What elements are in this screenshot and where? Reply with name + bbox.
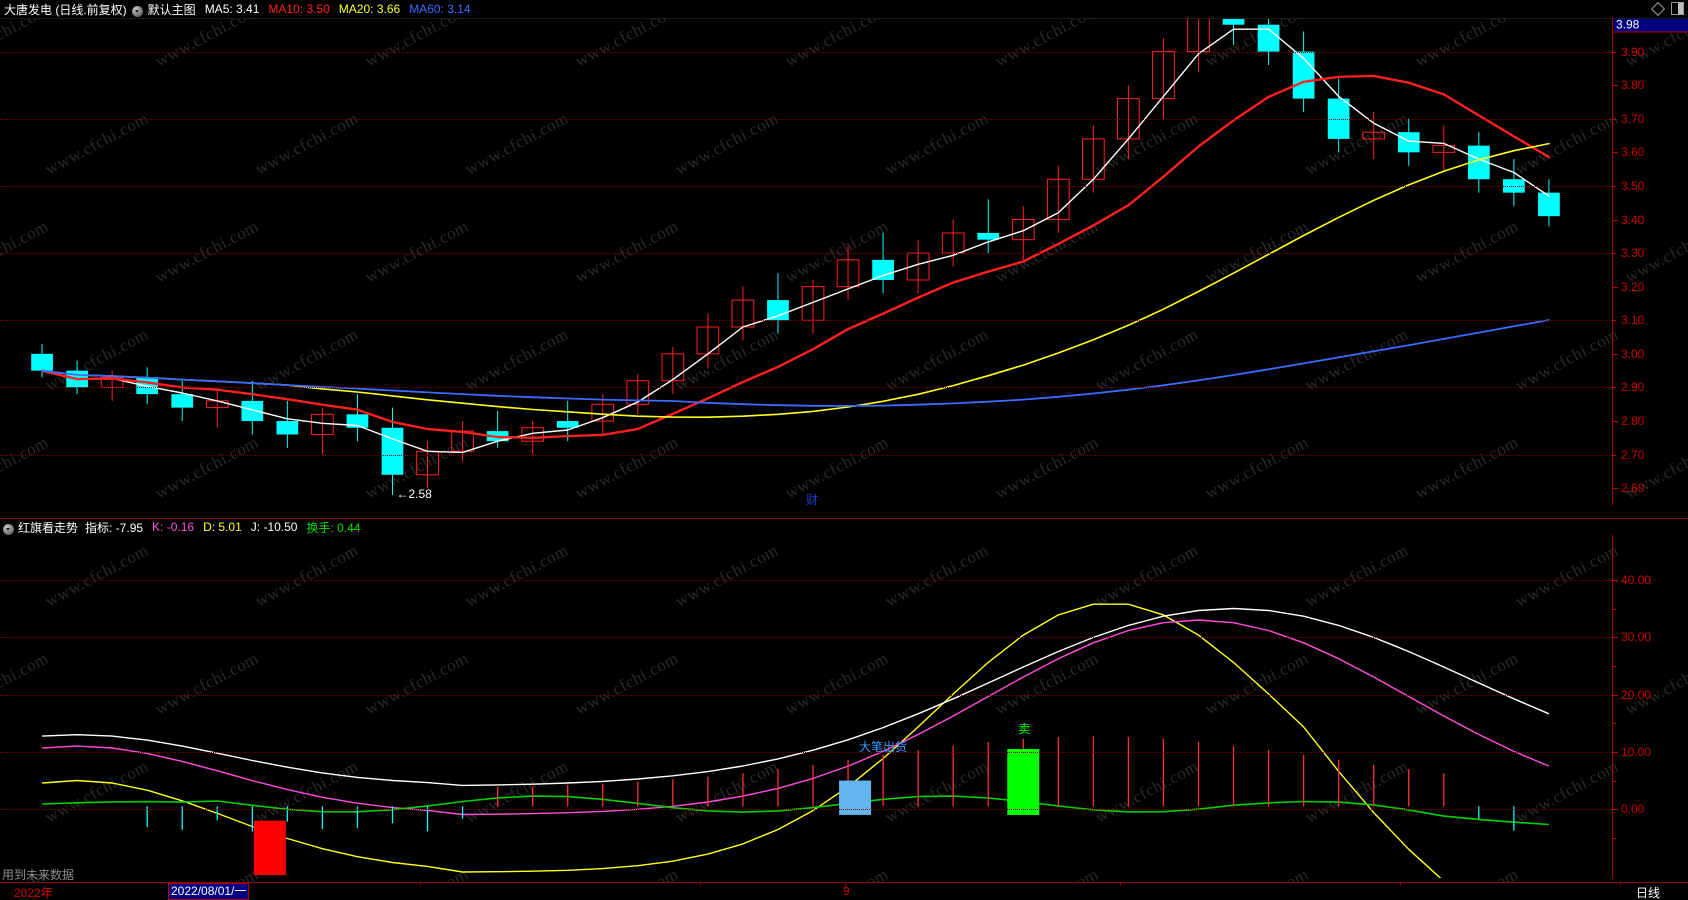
price-gridline xyxy=(0,454,1612,456)
price-axis-tick: 3.00 xyxy=(1612,346,1645,361)
period-label[interactable]: 日线 xyxy=(1635,886,1660,900)
price-axis-tick: 3.50 xyxy=(1612,178,1645,193)
chevron-down-icon[interactable] xyxy=(131,5,143,17)
price-axis-tick: 2.90 xyxy=(1612,380,1645,395)
low-price-value: 2.58 xyxy=(408,486,432,501)
indicator-j-value: J: -10.50 xyxy=(250,520,298,534)
price-axis-tick: 3.80 xyxy=(1612,78,1645,93)
center-watermark-glyph: 财 xyxy=(806,493,819,505)
price-axis-tick: 3.40 xyxy=(1612,212,1645,227)
date-axis-tick xyxy=(845,883,846,886)
price-axis-tick: 3.70 xyxy=(1612,111,1645,126)
date-axis-bar[interactable]: 2022年 2022/08/01/一 9 日线 xyxy=(0,882,1688,900)
ma5-value: 3.41 xyxy=(236,2,260,16)
indicator-gridline xyxy=(0,637,1612,639)
chart-preset-label[interactable]: 默认主图 xyxy=(147,2,196,17)
indicator-name[interactable]: 红旗看走势 xyxy=(18,520,79,535)
price-axis-tick: 3.60 xyxy=(1612,145,1645,160)
ma20-value: 3.66 xyxy=(376,2,401,16)
date-axis-tick xyxy=(1620,883,1621,886)
date-mid-label: 9 xyxy=(843,884,850,898)
indicator-axis-tick: 20.00 xyxy=(1612,687,1652,702)
price-axis-tick: 3.20 xyxy=(1612,279,1645,294)
sell-marker-label: 卖 xyxy=(1018,722,1031,737)
indicator-plot-area[interactable]: 大笔出货 卖 xyxy=(0,534,1612,878)
price-axis-tick: 2.80 xyxy=(1612,414,1645,429)
price-axis-tick: 3.10 xyxy=(1612,313,1645,328)
indicator-turnover-value: 换手: 0.44 xyxy=(306,520,361,535)
price-candles-svg xyxy=(31,18,1560,495)
indicator-header: 红旗看走势 指标: -7.95 K: -0.16 D: 5.01 J: -10.… xyxy=(0,518,1688,535)
date-axis-tick xyxy=(1120,883,1121,886)
price-panel[interactable]: ←4.09 ←2.58 财 3.983.903.803.703.603.503.… xyxy=(0,17,1688,505)
ma5-readout: MA5: 3.41 xyxy=(205,2,260,16)
indicator-value: 指标: -7.95 xyxy=(85,520,144,535)
indicator-axis-tick: 10.00 xyxy=(1612,744,1652,759)
split-pane-icon[interactable] xyxy=(1671,2,1684,15)
green-volume-block xyxy=(1007,749,1040,815)
ma20-readout: MA20: 3.66 xyxy=(339,2,400,16)
indicator-axis-tick: 40.00 xyxy=(1612,572,1652,587)
ma60-value: 3.14 xyxy=(447,2,471,16)
date-axis-tick xyxy=(420,883,421,886)
price-axis-tick: 2.70 xyxy=(1612,447,1645,462)
date-axis-tick xyxy=(700,883,701,886)
low-arrow-icon: ← xyxy=(396,486,409,501)
indicator-d-line xyxy=(42,607,1550,787)
ma20-line xyxy=(41,142,1550,418)
price-axis-tick: 2.60 xyxy=(1612,481,1645,496)
ma10-label: MA10: xyxy=(268,2,304,16)
ma60-line xyxy=(41,319,1550,407)
price-gridline xyxy=(0,185,1612,187)
ma60-label: MA60: xyxy=(409,2,444,16)
price-gridline xyxy=(0,320,1612,322)
price-axis-tick: 3.90 xyxy=(1612,44,1645,59)
indicator-gridline xyxy=(0,751,1612,753)
ma20-label: MA20: xyxy=(338,2,374,16)
ma5-line xyxy=(41,28,1550,454)
indicator-j-line xyxy=(42,603,1442,878)
price-axis-tick: 3.30 xyxy=(1612,246,1645,261)
indicator-axis[interactable]: 40.00 30.00 20.00 10.00 0.00 xyxy=(1612,534,1688,878)
price-gridline xyxy=(0,118,1612,120)
indicator-axis-tick: 0.00 xyxy=(1612,802,1645,817)
price-plot-area[interactable]: ←4.09 ←2.58 财 xyxy=(0,18,1612,505)
date-year-label: 2022年 xyxy=(14,886,53,900)
distribution-marker-label: 大笔出货 xyxy=(859,739,908,754)
price-gridline xyxy=(0,51,1612,53)
indicator-d-value: D: 5.01 xyxy=(203,520,242,534)
low-price-annotation: ←2.58 xyxy=(396,487,431,501)
diamond-icon[interactable] xyxy=(1650,1,1666,16)
indicator-chevron-down-icon[interactable] xyxy=(3,523,14,535)
ma10-value: 3.50 xyxy=(306,2,330,16)
indicator-k-value: K: -0.16 xyxy=(152,520,195,534)
price-axis[interactable]: 3.98 3.90 3.80 3.70 3.60 3.50 3.40 3.30 3.20 3.10… xyxy=(1612,17,1688,505)
indicator-panel[interactable]: 红旗看走势 指标: -7.95 K: -0.16 D: 5.01 J: -10.… xyxy=(0,518,1688,878)
date-axis-tick xyxy=(1400,883,1401,886)
selected-date-label[interactable]: 2022/08/01/一 xyxy=(168,883,250,900)
date-axis-tick xyxy=(170,883,171,886)
ma5-label: MA5: xyxy=(204,2,233,16)
red-volume-block xyxy=(253,820,286,876)
indicator-gridline xyxy=(0,579,1612,581)
ma10-line xyxy=(40,74,1551,439)
indicator-axis-tick: 30.00 xyxy=(1612,630,1652,645)
symbol-name[interactable]: 大唐发电 (日线.前复权) xyxy=(4,2,127,17)
ma10-readout: MA10: 3.50 xyxy=(268,2,329,16)
chart-titlebar: 大唐发电 (日线.前复权) 默认主图 MA5: 3.41 MA10: 3.50 … xyxy=(0,0,1688,19)
indicator-k-line xyxy=(42,619,1550,816)
indicator-gridline xyxy=(0,694,1612,696)
price-axis-highlight: 3.98 xyxy=(1614,17,1688,33)
window-controls xyxy=(1650,1,1684,16)
indicator-lines-svg xyxy=(42,603,1550,878)
price-gridline xyxy=(0,387,1612,389)
future-data-note: 用到未来数据 xyxy=(2,868,75,882)
price-gridline xyxy=(0,253,1612,255)
indicator-gridline xyxy=(0,809,1612,811)
ma60-readout: MA60: 3.14 xyxy=(409,2,470,16)
